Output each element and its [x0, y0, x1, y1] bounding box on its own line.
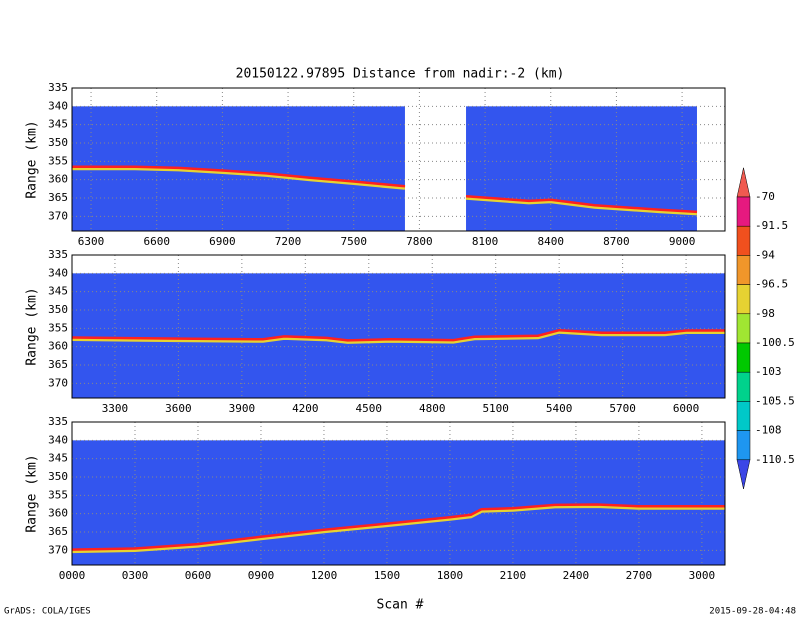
colorbar-box — [736, 313, 751, 344]
surface-echo-halo — [72, 166, 698, 216]
x-tick-label: 8100 — [472, 235, 499, 248]
y-tick-label: 340 — [48, 99, 68, 112]
colorbar-box — [736, 225, 751, 256]
y-tick-label: 370 — [48, 209, 68, 222]
y-tick-label: 335 — [48, 415, 68, 428]
surface-echo — [71, 328, 725, 342]
colorbar-label: -98 — [755, 307, 775, 320]
y-tick-label: 360 — [48, 173, 68, 186]
y-axis-label: Range (km) — [25, 287, 40, 365]
y-axis-label: Range (km) — [25, 454, 40, 532]
footer-right: 2015-09-28-04:48 — [709, 607, 796, 617]
y-tick-label: 370 — [48, 543, 68, 556]
x-tick-label: 0000 — [59, 569, 86, 582]
x-tick-label: 3000 — [689, 569, 716, 582]
y-tick-label: 340 — [48, 433, 68, 446]
x-tick-label: 2400 — [563, 569, 590, 582]
x-tick-label: 8700 — [603, 235, 630, 248]
y-tick-label: 350 — [48, 136, 68, 149]
x-tick-label: 8400 — [537, 235, 564, 248]
y-tick-label: 365 — [48, 358, 68, 371]
colorbar-label: -110.5 — [755, 453, 795, 466]
colorbar-box — [736, 284, 751, 315]
colorbar-label: -105.5 — [755, 394, 795, 407]
x-tick-label: 2700 — [626, 569, 653, 582]
footer-left: GrADS: COLA/IGES — [4, 607, 91, 617]
colorbar-box — [736, 401, 751, 431]
y-tick-label: 350 — [48, 470, 68, 483]
y-tick-label: 360 — [48, 340, 68, 353]
y-tick-label: 355 — [48, 488, 68, 501]
y-tick-label: 340 — [48, 266, 68, 279]
y-tick-label: 345 — [48, 452, 68, 465]
x-tick-label: 0300 — [122, 569, 149, 582]
x-tick-label: 9000 — [669, 235, 696, 248]
x-tick-label: 3300 — [102, 402, 129, 415]
plot-frame — [71, 254, 726, 399]
plot-frame — [71, 87, 726, 232]
x-tick-label: 7200 — [275, 235, 302, 248]
x-tick-label: 1200 — [311, 569, 338, 582]
x-tick-label: 0900 — [248, 569, 275, 582]
y-tick-label: 365 — [48, 191, 68, 204]
x-tick-label: 3600 — [165, 402, 192, 415]
colorbar-label: -96.5 — [755, 278, 788, 291]
x-tick-label: 5700 — [609, 402, 636, 415]
colorbar-cap — [736, 459, 751, 490]
colorbar-box — [736, 255, 751, 285]
x-tick-label: 2100 — [500, 569, 527, 582]
colorbar-label: -70 — [755, 190, 775, 203]
x-tick-label: 7800 — [406, 235, 433, 248]
colorbar-label: -94 — [755, 248, 775, 261]
x-tick-label: 6000 — [673, 402, 700, 415]
title: 20150122.97895 Distance from nadir:-2 (k… — [236, 67, 565, 82]
x-tick-label: 7500 — [340, 235, 367, 248]
x-tick-label: 4800 — [419, 402, 446, 415]
colorbar-label: -103 — [755, 365, 782, 378]
x-tick-label: 6300 — [78, 235, 105, 248]
y-tick-label: 370 — [48, 376, 68, 389]
x-tick-label: 1800 — [437, 569, 464, 582]
x-tick-label: 5400 — [546, 402, 573, 415]
y-tick-label: 345 — [48, 285, 68, 298]
colorbar-label: -91.5 — [755, 219, 788, 232]
x-tick-label: 3900 — [229, 402, 256, 415]
x-tick-label: 5100 — [482, 402, 509, 415]
colorbar-label: -108 — [755, 424, 782, 437]
y-tick-label: 350 — [48, 303, 68, 316]
colorbar-box — [736, 430, 751, 461]
colorbar-cap — [736, 167, 751, 198]
x-tick-label: 0600 — [185, 569, 212, 582]
surface-echo — [72, 165, 698, 214]
x-tick-label: 6900 — [209, 235, 236, 248]
x-tick-label: 1500 — [374, 569, 401, 582]
y-tick-label: 335 — [48, 248, 68, 261]
y-tick-label: 360 — [48, 507, 68, 520]
colorbar-box — [736, 371, 751, 402]
y-axis-label: Range (km) — [25, 120, 40, 198]
surface-echo-halo — [71, 329, 725, 344]
y-tick-label: 355 — [48, 321, 68, 334]
colorbar-box — [736, 342, 751, 373]
y-tick-label: 335 — [48, 81, 68, 94]
x-tick-label: 4200 — [292, 402, 319, 415]
plot-frame — [71, 421, 726, 566]
y-tick-label: 365 — [48, 525, 68, 538]
x-axis-label: Scan # — [377, 598, 424, 613]
y-tick-label: 345 — [48, 118, 68, 131]
x-tick-label: 6600 — [143, 235, 170, 248]
colorbar-label: -100.5 — [755, 336, 795, 349]
y-tick-label: 355 — [48, 154, 68, 167]
colorbar-box — [736, 196, 751, 227]
surface-echo — [71, 503, 725, 551]
x-tick-label: 4500 — [356, 402, 383, 415]
surface-echo-halo — [71, 503, 725, 554]
